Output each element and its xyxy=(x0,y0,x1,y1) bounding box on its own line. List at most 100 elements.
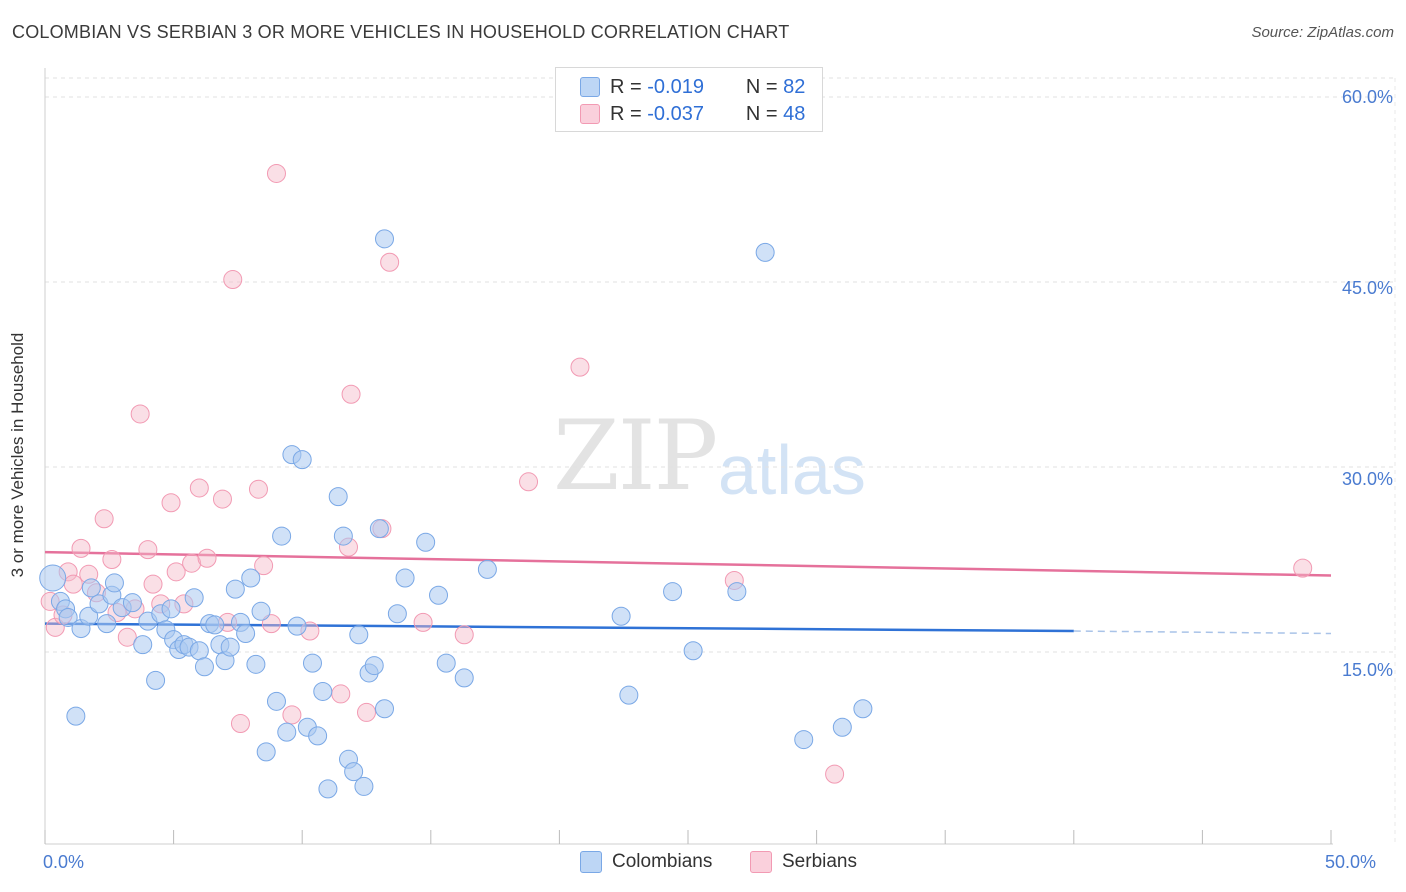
data-point-colombian xyxy=(349,625,369,645)
data-point-colombian xyxy=(354,776,374,796)
data-point-colombian xyxy=(853,699,873,719)
data-point-serbian xyxy=(166,562,186,582)
data-point-colombian xyxy=(277,722,297,742)
data-point-colombian xyxy=(832,717,852,737)
data-point-colombian xyxy=(79,606,99,626)
data-point-serbian xyxy=(117,627,137,647)
data-point-colombian xyxy=(256,742,276,762)
y-axis-label: 3 or more Vehicles in Household xyxy=(8,332,27,578)
source-label: Source: ZipAtlas.com xyxy=(1251,24,1394,41)
r-label: R = xyxy=(610,75,642,98)
r-value: -0.037 xyxy=(647,102,704,125)
data-point-serbian xyxy=(825,764,845,784)
trend-line-colombians-extension xyxy=(1073,630,1332,635)
legend-swatch-pink xyxy=(750,851,772,873)
data-point-serbian xyxy=(138,540,158,560)
data-point-colombian xyxy=(194,657,214,677)
x-tick-label: 50.0% xyxy=(1325,852,1377,872)
data-point-serbian xyxy=(230,714,250,734)
data-point-serbian xyxy=(519,472,539,492)
watermark-zip: ZIP xyxy=(553,400,718,512)
chart-title: COLOMBIAN VS SERBIAN 3 OR MORE VEHICLES … xyxy=(12,22,790,42)
data-point-colombian xyxy=(683,641,703,661)
data-point-colombian xyxy=(794,730,814,750)
data-point-colombian xyxy=(122,593,142,613)
data-point-colombian xyxy=(184,588,204,608)
data-point-colombian xyxy=(375,699,395,719)
data-point-colombian xyxy=(39,564,67,592)
data-point-colombian xyxy=(369,519,389,539)
data-point-serbian xyxy=(570,357,590,377)
n-label: N = xyxy=(745,75,778,98)
data-point-colombian xyxy=(364,656,384,676)
data-point-colombian xyxy=(292,450,312,470)
data-point-serbian xyxy=(266,163,286,183)
data-point-colombian xyxy=(266,691,286,711)
data-point-serbian xyxy=(189,478,209,498)
data-point-colombian xyxy=(58,607,78,627)
data-point-colombian xyxy=(161,599,181,619)
legend-item-serbians: Serbians xyxy=(750,851,857,873)
trend-line-serbians xyxy=(44,550,1332,577)
data-point-colombian xyxy=(97,614,117,634)
data-point-colombian xyxy=(146,670,166,690)
data-point-serbian xyxy=(357,702,376,722)
data-point-serbian xyxy=(94,509,114,529)
data-point-colombian xyxy=(220,637,240,657)
legend-row-colombians: R = -0.019 N = 82 xyxy=(580,73,805,101)
data-point-colombian xyxy=(328,487,348,507)
data-point-colombian xyxy=(81,578,101,598)
data-point-serbian xyxy=(380,252,400,272)
data-point-colombian xyxy=(133,635,153,655)
data-point-colombian xyxy=(387,604,407,624)
data-point-serbian xyxy=(248,479,268,499)
data-point-serbian xyxy=(161,493,181,513)
legend-swatch-pink xyxy=(580,104,600,124)
data-point-colombian xyxy=(611,606,631,626)
data-point-colombian xyxy=(477,559,497,579)
data-point-colombian xyxy=(241,568,261,588)
data-point-serbian xyxy=(413,612,433,632)
y-tick-label: 60.0% xyxy=(1341,87,1393,107)
data-point-serbian xyxy=(454,625,474,645)
data-point-colombian xyxy=(416,532,436,552)
data-point-serbian xyxy=(1293,558,1313,578)
data-point-serbian xyxy=(223,270,243,290)
data-points xyxy=(39,163,1313,799)
legend-item-colombians: Colombians xyxy=(580,851,712,873)
data-point-colombian xyxy=(333,526,353,546)
data-point-colombian xyxy=(663,582,683,602)
data-point-serbian xyxy=(331,684,351,704)
stats-legend: R = -0.019 N = 82 R = -0.037 N = 48 xyxy=(555,67,823,132)
data-point-serbian xyxy=(130,404,150,424)
data-point-colombian xyxy=(429,585,449,605)
y-tick-label: 45.0% xyxy=(1341,278,1393,298)
data-point-colombian xyxy=(375,229,395,249)
r-label: R = xyxy=(610,102,642,125)
legend-swatch-blue xyxy=(580,851,602,873)
axes xyxy=(44,68,1333,845)
y-tick-label: 15.0% xyxy=(1341,660,1393,680)
data-point-serbian xyxy=(71,538,91,558)
data-point-colombian xyxy=(272,526,292,546)
n-value: 48 xyxy=(783,102,806,125)
data-point-colombian xyxy=(395,568,415,588)
trend-line-colombians xyxy=(44,622,1074,633)
data-point-colombian xyxy=(246,654,266,674)
n-label: N = xyxy=(745,102,778,125)
data-point-colombian xyxy=(755,242,775,262)
legend-label: Serbians xyxy=(782,851,857,872)
data-point-colombian xyxy=(225,579,245,599)
data-point-serbian xyxy=(102,550,122,569)
watermark-atlas: atlas xyxy=(718,431,866,509)
data-point-colombian xyxy=(318,779,338,799)
data-point-colombian xyxy=(436,653,456,673)
data-point-serbian xyxy=(254,556,274,576)
data-point-colombian xyxy=(344,762,364,782)
data-point-serbian xyxy=(63,574,83,594)
legend-swatch-blue xyxy=(580,77,600,97)
data-point-serbian xyxy=(197,548,217,568)
data-point-serbian xyxy=(261,614,281,634)
data-point-colombian xyxy=(189,641,209,661)
